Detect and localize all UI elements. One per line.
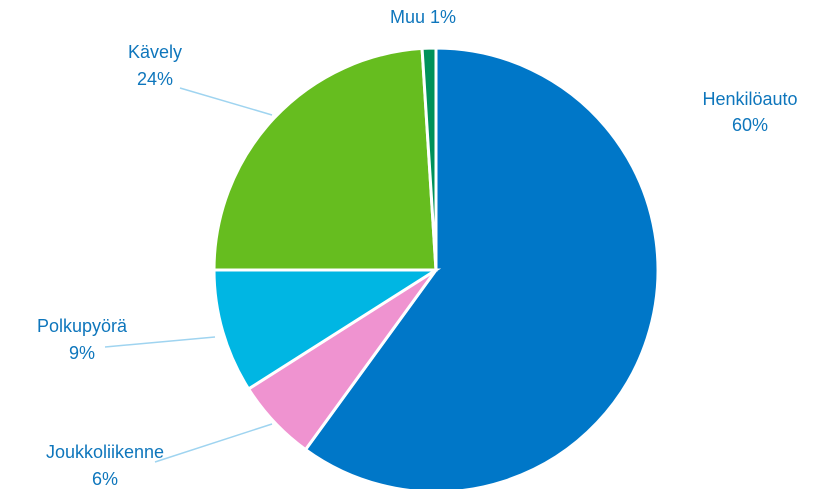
value-label: 9%: [69, 343, 95, 363]
leader-line: [179, 87, 273, 116]
category-label: Henkilöauto: [702, 89, 797, 109]
leader-line: [154, 423, 273, 463]
value-label: 60%: [732, 115, 768, 135]
category-label: Polkupyörä: [37, 316, 128, 336]
value-label: 6%: [92, 469, 118, 489]
pie-slice: [303, 46, 660, 489]
category-label: Kävely: [128, 42, 182, 62]
leader-line: [104, 336, 216, 348]
slice-label: Muu 1%: [390, 7, 456, 27]
category-label: Muu: [390, 7, 425, 27]
value-label: 24%: [137, 69, 173, 89]
category-label: Joukkoliikenne: [46, 442, 164, 462]
pie-slice: [420, 46, 438, 271]
value-label: 1%: [430, 7, 456, 27]
pie-slice: [212, 46, 438, 272]
pie-slice: [212, 268, 442, 392]
